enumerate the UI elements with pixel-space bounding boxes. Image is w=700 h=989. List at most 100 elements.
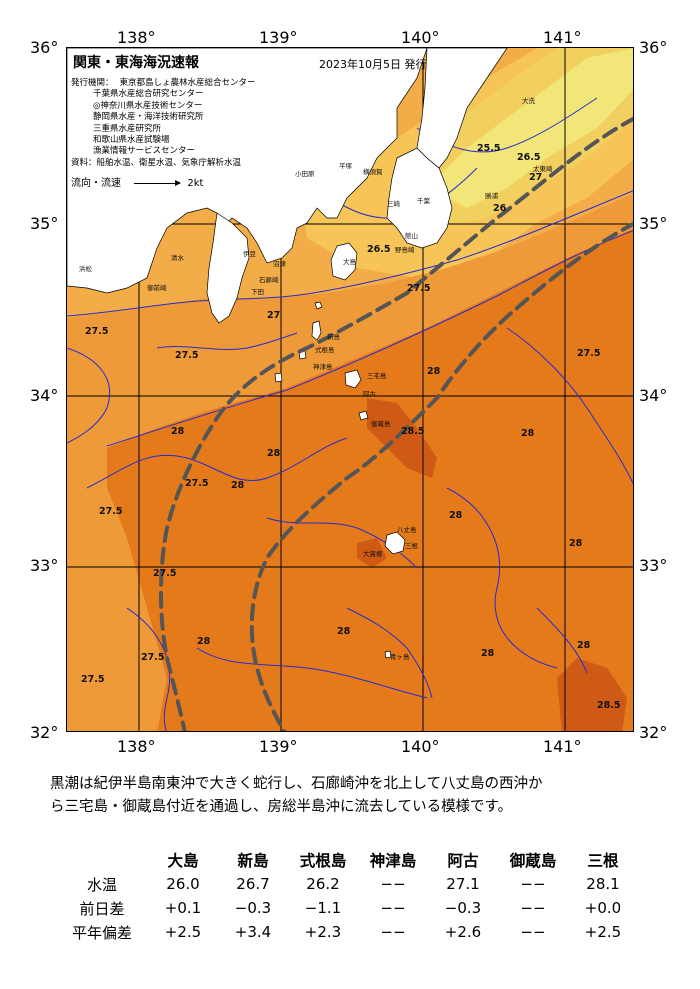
- station-header: 式根島: [299, 852, 347, 870]
- issuer-0: 東京都島しょ農林水産総合センター: [119, 78, 256, 88]
- place-label: 小田原: [295, 170, 315, 178]
- latitude-label-right-32: 32°: [639, 723, 668, 742]
- table-cell: +2.3: [304, 923, 342, 941]
- place-label: 浜松: [79, 265, 92, 273]
- latitude-label-left-36: 36°: [30, 38, 59, 57]
- place-label: 横須賀: [363, 168, 383, 176]
- place-label: 館山: [405, 232, 418, 240]
- isotherm-label: 27.5: [85, 326, 109, 337]
- place-label: 平塚: [339, 162, 352, 170]
- isotherm-label: 27.5: [407, 283, 431, 294]
- longitude-label-bottom-141: 141°: [543, 737, 582, 756]
- land-chiba-east: [416, 48, 508, 169]
- table-row: 平年偏差 +2.5 +3.4 +2.3 −− +2.6 −− +2.5: [56, 920, 638, 944]
- land: [67, 48, 508, 659]
- sea-patch-28-5-north: [367, 398, 437, 478]
- longitude-label-top-140: 140°: [401, 28, 440, 47]
- land-oshima: [330, 242, 358, 281]
- isotherm-label: 28: [481, 648, 495, 659]
- isotherm-label: 28: [267, 448, 281, 459]
- issuer-5: 和歌山県水産試験場: [93, 135, 170, 146]
- description-line-0: 黒潮は紀伊半島南東沖で大きく蛇行し、石廊崎沖を北上して八丈島の西沖か: [50, 776, 543, 792]
- place-label: 石廊崎: [259, 276, 279, 284]
- sea-patch-28-5-south: [557, 658, 627, 731]
- place-label: 三根: [405, 542, 418, 550]
- isotherm-label: 28: [197, 636, 211, 647]
- station-header: 三根: [587, 852, 619, 870]
- place-label: 野島崎: [395, 246, 415, 254]
- place-label: 御前崎: [147, 284, 167, 292]
- table-row: 水温 26.0 26.7 26.2 −− 27.1 −− 28.1: [56, 872, 638, 896]
- land-honshu: [67, 48, 428, 294]
- issuer-2: ◎神奈川県水産技術センター: [93, 100, 203, 111]
- table-cell: −0.3: [234, 899, 272, 917]
- arrow-icon: [134, 179, 182, 186]
- table-cell: +0.0: [584, 899, 622, 917]
- isotherm-label: 27.5: [185, 478, 209, 489]
- issuer-row-0: 発行機関： 東京都島しょ農林水産総合センター: [71, 78, 256, 89]
- longitude-label-bottom-139: 139°: [259, 737, 298, 756]
- map-title: 関東・東海海況速報: [73, 55, 199, 71]
- isotherm-label: 26.5: [367, 244, 391, 255]
- isotherm-label: 28: [427, 366, 441, 377]
- place-label: 大島: [343, 258, 356, 266]
- longitude-label-top-139: 139°: [259, 28, 298, 47]
- table-cell: −−: [520, 899, 546, 917]
- issuer-label: 発行機関：: [71, 78, 114, 88]
- table-cell: +2.6: [444, 923, 482, 941]
- place-label: 大洗: [522, 97, 535, 105]
- land-aogashima: [384, 650, 392, 659]
- isotherm-label: 27.5: [99, 506, 123, 517]
- place-label: 清水: [171, 254, 184, 262]
- land-hachijojima: [384, 531, 406, 555]
- sea-patch-28-5-hachijo: [357, 538, 387, 568]
- longitude-label-bottom-138: 138°: [117, 737, 156, 756]
- table-header-row: 大島 新島 式根島 神津島 阿古 御蔵島 三根: [56, 848, 638, 872]
- latitude-label-right-35: 35°: [639, 214, 668, 233]
- longitude-label-top-138: 138°: [117, 28, 156, 47]
- map-canvas: [67, 48, 633, 731]
- isotherm-label: 26.5: [517, 152, 541, 163]
- land-toshima: [314, 301, 323, 310]
- legend-value: 2kt: [187, 178, 204, 189]
- kuroshio-description: 黒潮は紀伊半島南東沖で大きく蛇行し、石廊崎沖を北上して八丈島の西沖か ら三宅島・…: [50, 773, 660, 819]
- land-niijima: [311, 320, 322, 341]
- table-cell: −−: [380, 899, 406, 917]
- table-cell: −−: [520, 923, 546, 941]
- place-label: 御蔵島: [371, 420, 391, 428]
- place-label: 神津島: [313, 363, 333, 371]
- isotherm-label: 27.5: [81, 674, 105, 685]
- sea-band-28: [107, 228, 633, 731]
- table-cell: 26.0: [166, 875, 200, 893]
- land-kozushima: [274, 372, 283, 383]
- isotherm-label: 28.5: [401, 426, 425, 437]
- latitude-label-left-34: 34°: [30, 386, 59, 405]
- table-cell: +3.4: [234, 923, 272, 941]
- place-label: 下田: [251, 288, 264, 296]
- issuer-4: 三重県水産研究所: [93, 123, 162, 134]
- isotherm-label: 28: [569, 538, 583, 549]
- table-corner: [56, 848, 148, 872]
- place-label: 八丈島: [397, 526, 417, 534]
- table-cell: −−: [380, 923, 406, 941]
- isotherm-label: 27: [529, 172, 543, 183]
- table-row: 前日差 +0.1 −0.3 −1.1 −− −0.3 −− +0.0: [56, 896, 638, 920]
- isotherm-label: 25.5: [477, 143, 501, 154]
- table-cell: −−: [520, 875, 546, 893]
- kuroshio-axis: [159, 116, 633, 731]
- place-label: 太東崎: [533, 165, 553, 173]
- table-cell: −0.3: [444, 899, 482, 917]
- table-cell: 26.7: [236, 875, 270, 893]
- land-izu-peninsula: [206, 212, 250, 324]
- sea-temperature-map: 関東・東海海況速報 2023年10月5日 発行 発行機関： 東京都島しょ農林水産総…: [66, 47, 634, 732]
- latitude-label-right-36: 36°: [639, 38, 668, 57]
- isotherm-label: 27.5: [175, 350, 199, 361]
- station-header: 御蔵島: [509, 852, 557, 870]
- isotherm-label: 27.5: [577, 348, 601, 359]
- isotherm-label: 27: [267, 310, 281, 321]
- issuer-1: 千葉県水産総合研究センター: [93, 89, 204, 100]
- isotherm-label: 27.5: [141, 652, 165, 663]
- station-header: 大島: [167, 852, 199, 870]
- place-label: 勝浦: [485, 192, 498, 200]
- longitude-label-top-141: 141°: [543, 28, 582, 47]
